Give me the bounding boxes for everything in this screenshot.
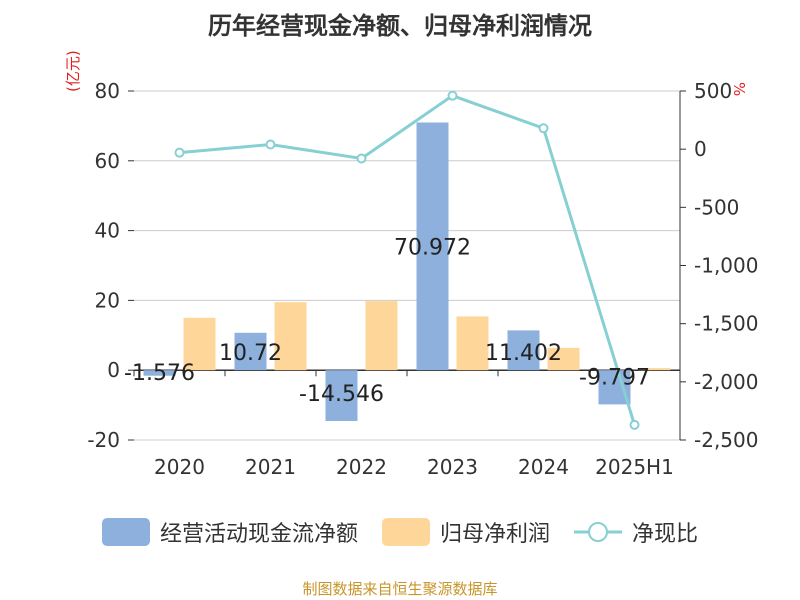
- legend-label-net-profit: 归母净利润: [439, 522, 550, 547]
- right-tick-label: 500: [694, 79, 732, 103]
- x-tick-label: 2022: [336, 455, 387, 479]
- point-cash-ratio: [265, 139, 276, 150]
- legend-label-cashflow: 经营活动现金流净额: [159, 522, 358, 547]
- bar-cashflow: [416, 122, 449, 371]
- bar-data-label: -1.576: [124, 361, 195, 386]
- point-cash-ratio: [629, 419, 640, 430]
- left-tick-label: 80: [95, 79, 120, 103]
- right-tick-label: 0: [694, 137, 707, 161]
- bar-data-label: 70.972: [394, 236, 471, 261]
- bar-cashflow: [507, 330, 540, 371]
- legend-line-icon: [574, 522, 622, 542]
- point-cash-ratio: [447, 90, 458, 101]
- bar-cashflow: [143, 370, 176, 376]
- x-tick-label: 2023: [427, 455, 478, 479]
- data-source-footer: 制图数据来自恒生聚源数据库: [302, 580, 498, 598]
- right-tick-label: -1,500: [694, 312, 758, 336]
- bar-cashflow: [325, 370, 358, 421]
- bar-data-label: 11.402: [485, 341, 562, 366]
- right-tick-label: -2,500: [694, 428, 758, 452]
- point-cash-ratio: [538, 123, 549, 134]
- bar-cashflow: [234, 332, 267, 371]
- bar-net-profit: [547, 347, 580, 371]
- right-tick-label: -1,000: [694, 254, 758, 278]
- bar-net-profit: [638, 368, 671, 371]
- x-tick-label: 2024: [518, 455, 569, 479]
- bar-net-profit: [183, 317, 216, 371]
- point-cash-ratio: [174, 147, 185, 158]
- point-cash-ratio: [356, 153, 367, 164]
- left-tick-label: 60: [95, 149, 120, 173]
- left-tick-label: 40: [95, 219, 120, 243]
- bar-net-profit: [456, 316, 489, 371]
- bar-data-label: -14.546: [299, 382, 384, 407]
- legend-item-net-profit[interactable]: 归母净利润: [381, 516, 550, 548]
- left-tick-label: -20: [87, 428, 120, 452]
- bar-data-label: -9.797: [579, 365, 650, 390]
- legend-item-cash-ratio[interactable]: 净现比: [574, 516, 698, 548]
- bar-data-label: 10.72: [219, 341, 282, 366]
- legend-swatch-cashflow: [101, 518, 150, 546]
- right-tick-label: -2,000: [694, 370, 758, 394]
- line-cash-ratio: [179, 93, 636, 426]
- bar-net-profit: [365, 301, 398, 371]
- x-tick-label: 2021: [245, 455, 296, 479]
- left-tick-label: 20: [95, 288, 120, 312]
- x-tick-label: 2025H1: [595, 455, 674, 479]
- left-tick-label: 0: [107, 358, 120, 382]
- right-tick-label: -500: [694, 195, 739, 219]
- legend-swatch-net-profit: [381, 518, 430, 546]
- chart-title: 历年经营现金净额、归母净利润情况: [208, 12, 592, 40]
- legend: 经营活动现金流净额 归母净利润 净现比: [0, 516, 800, 548]
- legend-item-cashflow[interactable]: 经营活动现金流净额: [101, 516, 358, 548]
- bar-net-profit: [274, 302, 307, 371]
- x-tick-label: 2020: [154, 455, 205, 479]
- legend-label-cash-ratio: 净现比: [632, 522, 699, 547]
